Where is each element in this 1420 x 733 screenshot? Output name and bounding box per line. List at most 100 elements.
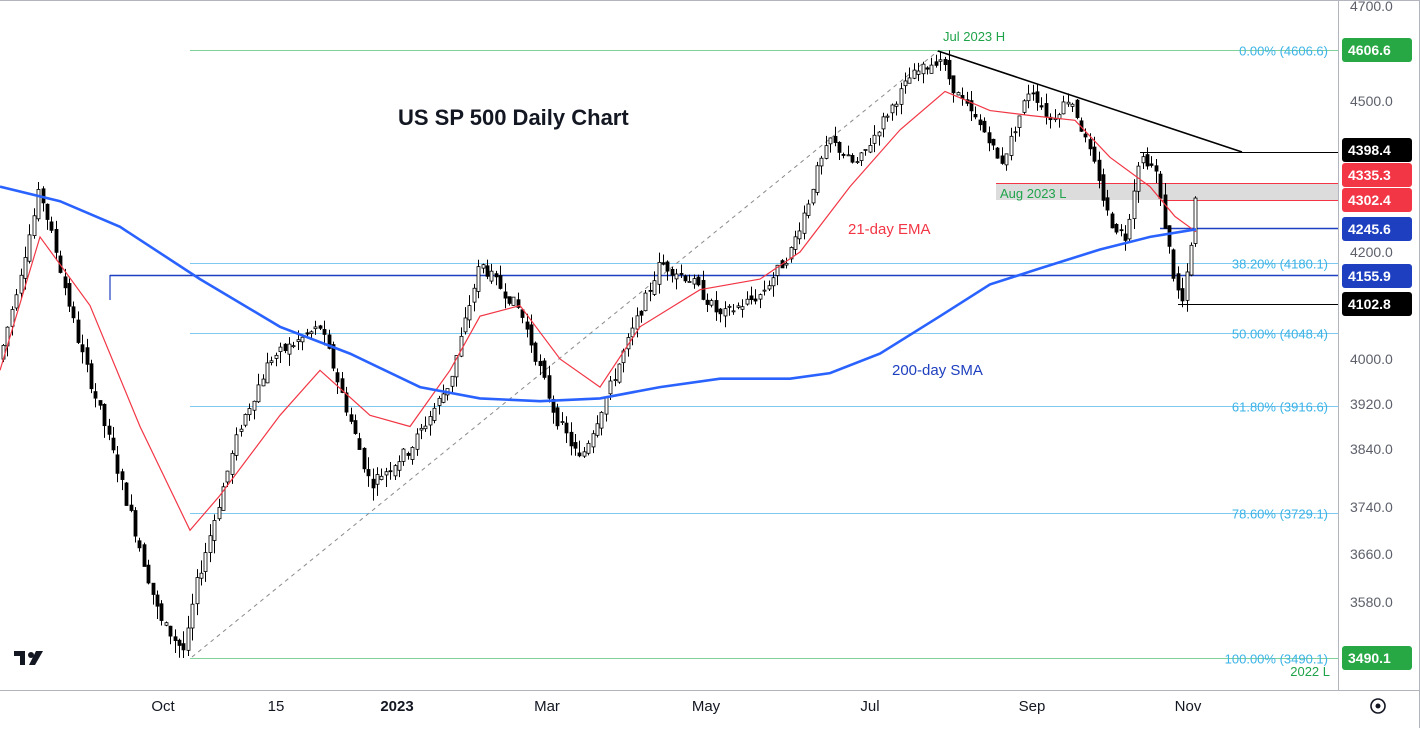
fib-label: 50.00% (4048.4) xyxy=(1232,327,1328,342)
candle-body xyxy=(696,276,701,286)
price-badge-label: 4606.6 xyxy=(1348,42,1391,58)
x-tick-label: Oct xyxy=(151,698,175,715)
candle-body xyxy=(353,420,358,434)
candle-body xyxy=(652,280,657,295)
candle-body xyxy=(463,317,468,333)
candle-body xyxy=(705,299,710,305)
candle-body xyxy=(181,643,186,651)
candle-body xyxy=(1114,223,1119,233)
candle-body xyxy=(912,69,917,79)
candle-body xyxy=(472,287,477,303)
candle-body xyxy=(76,319,81,343)
candle-body xyxy=(195,577,200,605)
candle-body xyxy=(903,80,908,87)
candle-body xyxy=(1035,91,1040,103)
candle-body xyxy=(934,61,939,66)
candle-body xyxy=(525,321,530,330)
candle-body xyxy=(1075,99,1080,118)
candle-body xyxy=(767,285,772,290)
y-tick-label: 3740.0 xyxy=(1350,499,1393,515)
low-2022-label: 2022 L xyxy=(1290,664,1330,679)
candle-body xyxy=(987,132,992,144)
candle-body xyxy=(45,203,50,220)
candle-body xyxy=(560,421,565,423)
fib-trend-line xyxy=(191,50,939,658)
candle-body xyxy=(159,603,164,621)
candle-body xyxy=(824,145,829,159)
candle-body xyxy=(67,283,72,307)
candle-body xyxy=(591,433,596,448)
price-badge xyxy=(1342,217,1412,241)
x-tick-label: 15 xyxy=(268,698,285,715)
candle-body xyxy=(709,300,714,306)
candle-body xyxy=(481,264,486,269)
candle-body xyxy=(775,264,780,276)
candle-body xyxy=(973,114,978,118)
candle-body xyxy=(1123,233,1128,241)
candle-body xyxy=(648,289,653,292)
price-badge-label: 4155.9 xyxy=(1348,268,1391,284)
candle-body xyxy=(230,452,235,475)
candle-body xyxy=(982,120,987,133)
candle-body xyxy=(296,339,301,342)
candle-body xyxy=(978,119,983,126)
candle-body xyxy=(419,427,424,431)
candle-body xyxy=(511,296,516,306)
candle-body xyxy=(1110,213,1115,229)
candle-body xyxy=(199,572,204,579)
fib-label: 0.00% (4606.6) xyxy=(1239,44,1328,59)
candle-body xyxy=(85,347,90,365)
candle-body xyxy=(489,270,494,282)
candle-body xyxy=(32,215,37,236)
candle-body xyxy=(630,327,635,338)
candle-body xyxy=(269,360,274,363)
candle-body xyxy=(107,425,112,435)
candle-body xyxy=(529,324,534,346)
candle-body xyxy=(274,354,279,359)
ema-21-line xyxy=(0,90,1197,532)
candle-body xyxy=(595,423,600,436)
price-badge xyxy=(1342,646,1412,670)
candle-body xyxy=(577,452,582,457)
candle-body xyxy=(718,308,723,315)
ema-label: 21-day EMA xyxy=(848,221,931,238)
candle-body xyxy=(837,141,842,153)
candle-body xyxy=(1193,197,1198,244)
candle-body xyxy=(305,332,310,335)
y-tick-label: 4500.0 xyxy=(1350,93,1393,109)
candle-body xyxy=(665,261,670,272)
candle-body xyxy=(494,273,499,278)
x-tick-label: May xyxy=(692,698,721,715)
candle-body xyxy=(613,379,618,381)
x-tick-label: Jul xyxy=(860,698,879,715)
candle-body xyxy=(916,70,921,75)
settings-gear-icon[interactable] xyxy=(1370,698,1386,714)
candle-body xyxy=(687,281,692,283)
candle-body xyxy=(872,134,877,144)
chart-title: US SP 500 Daily Chart xyxy=(398,105,629,130)
price-badge-label: 4302.4 xyxy=(1348,192,1391,208)
gear-center xyxy=(1375,703,1381,709)
candle-body xyxy=(331,344,336,369)
candle-body xyxy=(322,329,327,335)
candle-body xyxy=(533,342,538,362)
candle-body xyxy=(890,104,895,114)
candle-body xyxy=(14,294,19,309)
candle-body xyxy=(432,407,437,421)
price-badge xyxy=(1342,138,1412,162)
candle-body xyxy=(569,431,574,447)
candle-body xyxy=(784,262,789,266)
candle-body xyxy=(1039,105,1044,108)
candle-body xyxy=(313,326,318,330)
candle-body xyxy=(516,299,521,308)
candle-body xyxy=(89,363,94,390)
candle-body xyxy=(164,622,169,626)
candle-body xyxy=(701,279,706,300)
candle-body xyxy=(599,411,604,429)
candle-body xyxy=(819,157,824,167)
candle-body xyxy=(863,148,868,151)
candle-body xyxy=(212,520,217,541)
candle-body xyxy=(344,392,349,413)
candle-body xyxy=(137,540,142,549)
